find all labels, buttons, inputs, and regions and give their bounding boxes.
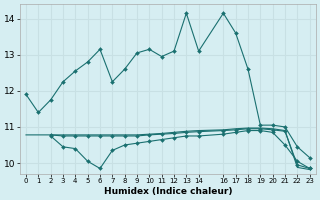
- X-axis label: Humidex (Indice chaleur): Humidex (Indice chaleur): [104, 187, 232, 196]
